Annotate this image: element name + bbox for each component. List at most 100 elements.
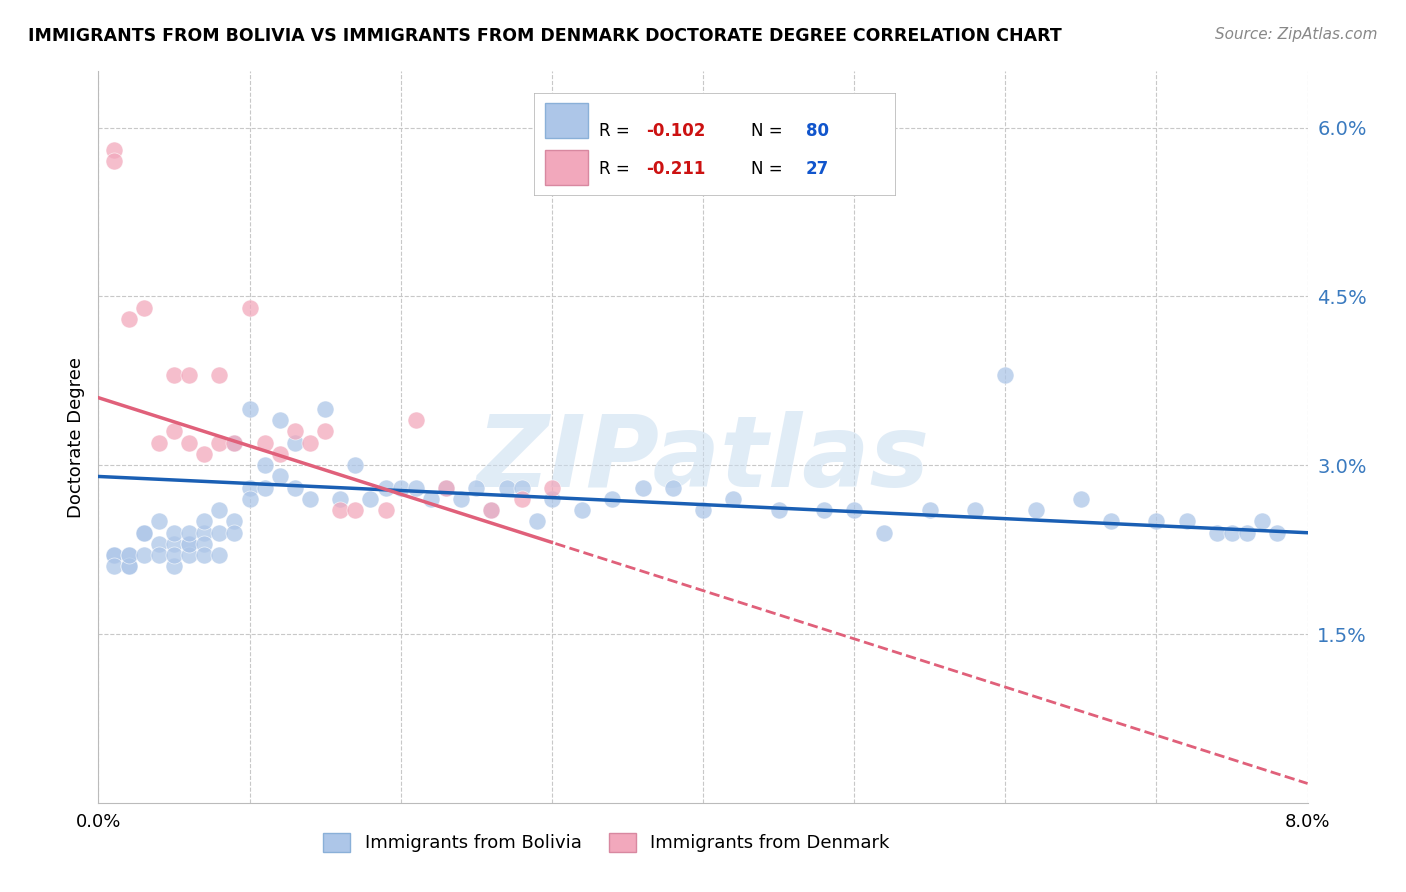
Point (239, 491, 262, 506)
Point (344, 503, 367, 517)
Point (193, 548, 215, 562)
Point (631, 481, 654, 495)
Point (1070, 491, 1092, 506)
Point (239, 301, 262, 315)
Point (208, 435, 231, 450)
Point (179, 537, 201, 551)
Text: IMMIGRANTS FROM BOLIVIA VS IMMIGRANTS FROM DENMARK DOCTORATE DEGREE CORRELATION : IMMIGRANTS FROM BOLIVIA VS IMMIGRANTS FR… (28, 27, 1062, 45)
Point (495, 481, 517, 495)
Point (434, 481, 457, 495)
Point (723, 491, 745, 506)
Point (208, 368, 231, 383)
Point (269, 447, 291, 461)
Point (193, 525, 215, 540)
Point (163, 559, 186, 574)
Point (148, 515, 170, 529)
Point (692, 503, 714, 517)
Point (179, 525, 201, 540)
Point (1251, 515, 1274, 529)
Point (208, 548, 231, 562)
Point (239, 401, 262, 416)
Point (1146, 515, 1168, 529)
Point (103, 154, 125, 169)
Point (208, 503, 231, 517)
Point (602, 491, 624, 506)
Point (768, 503, 790, 517)
Point (193, 537, 215, 551)
Point (465, 481, 488, 495)
Point (526, 515, 548, 529)
Point (450, 491, 472, 506)
Point (284, 435, 307, 450)
Point (239, 481, 262, 495)
Point (1099, 515, 1122, 529)
Point (163, 525, 186, 540)
Point (118, 559, 141, 574)
Point (179, 548, 201, 562)
Point (132, 548, 155, 562)
Point (299, 435, 322, 450)
Point (1025, 503, 1047, 517)
Point (163, 548, 186, 562)
Point (148, 435, 170, 450)
Point (118, 548, 141, 562)
Point (193, 515, 215, 529)
Point (571, 503, 593, 517)
Point (1175, 515, 1198, 529)
Point (253, 458, 276, 473)
Text: ZIPatlas: ZIPatlas (477, 410, 929, 508)
Point (405, 413, 427, 427)
Point (103, 548, 125, 562)
Point (344, 458, 367, 473)
Point (179, 537, 201, 551)
Point (360, 491, 382, 506)
Point (269, 469, 291, 483)
Point (1236, 525, 1258, 540)
Point (118, 559, 141, 574)
Point (224, 435, 246, 450)
Point (224, 435, 246, 450)
Point (481, 503, 503, 517)
Point (148, 537, 170, 551)
Point (299, 491, 322, 506)
Point (873, 525, 896, 540)
Point (148, 548, 170, 562)
Y-axis label: Doctorate Degree: Doctorate Degree (66, 357, 84, 517)
Point (510, 481, 533, 495)
Point (918, 503, 941, 517)
Point (132, 525, 155, 540)
Point (208, 525, 231, 540)
Text: Source: ZipAtlas.com: Source: ZipAtlas.com (1215, 27, 1378, 42)
Point (329, 503, 352, 517)
Point (405, 481, 427, 495)
Point (374, 503, 396, 517)
Point (374, 481, 396, 495)
Point (389, 481, 412, 495)
Point (284, 425, 307, 439)
Point (314, 425, 336, 439)
Point (269, 413, 291, 427)
Point (103, 559, 125, 574)
Point (434, 481, 457, 495)
Point (844, 503, 866, 517)
Point (179, 368, 201, 383)
Point (1206, 525, 1229, 540)
Point (163, 537, 186, 551)
Point (193, 447, 215, 461)
Point (481, 503, 503, 517)
Point (118, 312, 141, 326)
Point (661, 481, 683, 495)
Point (224, 515, 246, 529)
Point (994, 368, 1017, 383)
Point (118, 548, 141, 562)
Point (813, 503, 835, 517)
Point (1220, 525, 1243, 540)
Point (163, 425, 186, 439)
Point (329, 491, 352, 506)
Point (965, 503, 987, 517)
Point (224, 525, 246, 540)
Point (253, 481, 276, 495)
Point (253, 435, 276, 450)
Point (540, 491, 562, 506)
Point (103, 143, 125, 157)
